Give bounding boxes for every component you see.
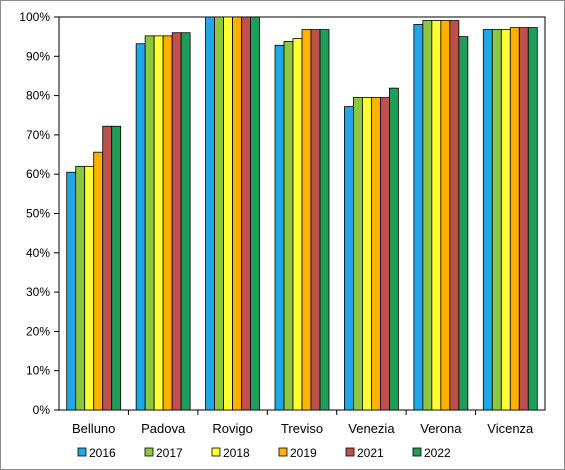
y-tick-label: 50% — [26, 207, 50, 221]
bar-belluno-2018 — [84, 165, 95, 411]
bar-belluno-2016 — [66, 171, 77, 411]
legend: 2016 2017 2018 2019 2021 2022 — [77, 446, 451, 460]
y-tick-label: 30% — [26, 285, 50, 299]
x-category-label: Belluno — [72, 421, 115, 436]
bar-belluno-2021 — [102, 125, 113, 411]
bar-vicenza-2016 — [482, 29, 493, 411]
x-axis: Belluno Padova Rovigo Treviso Venezia Verona V… — [72, 410, 534, 436]
bar-verona-2019 — [440, 20, 451, 411]
bar-venezia-2019 — [371, 97, 381, 411]
bar-padova-2019 — [162, 35, 173, 411]
bar-treviso-2018 — [292, 38, 303, 411]
legend-label-2017: 2017 — [156, 446, 183, 460]
y-tick-label: 80% — [26, 89, 50, 103]
x-category-label: Rovigo — [212, 421, 252, 436]
legend-label-2021: 2021 — [357, 446, 384, 460]
legend-label-2022: 2022 — [424, 446, 451, 460]
bar-rovigo-2017 — [214, 16, 224, 411]
y-tick-label: 90% — [26, 49, 50, 63]
y-tick-label: 20% — [26, 324, 50, 338]
y-tick-label: 100% — [19, 10, 50, 24]
x-category-label: Verona — [420, 421, 462, 436]
bar-vicenza-2019 — [509, 27, 520, 411]
bar-vicenza-2017 — [491, 29, 502, 411]
bar-treviso-2017 — [283, 40, 294, 411]
bar-treviso-2022 — [319, 29, 330, 411]
bar-venezia-2017 — [353, 97, 363, 411]
bar-treviso-2021 — [310, 29, 321, 411]
plot-area — [58, 16, 546, 411]
bar-verona-2017 — [422, 20, 433, 411]
bar-verona-2016 — [413, 24, 424, 411]
bar-vicenza-2022 — [527, 27, 538, 411]
y-axis: 0% 10% 20% 30% 40% 50% 60% 70% 80% 90% 100% — [19, 10, 59, 417]
bar-padova-2016 — [135, 43, 146, 411]
legend-swatch-2018 — [211, 447, 221, 457]
bar-venezia-2022 — [389, 87, 399, 411]
y-tick-label: 60% — [26, 167, 50, 181]
bar-treviso-2019 — [301, 29, 312, 411]
bar-rovigo-2016 — [205, 16, 215, 411]
bar-padova-2021 — [171, 32, 182, 411]
bar-verona-2022 — [458, 36, 469, 411]
bar-vicenza-2018 — [500, 29, 511, 411]
bar-vicenza-2021 — [518, 27, 529, 411]
x-category-label: Venezia — [348, 421, 395, 436]
bar-treviso-2016 — [274, 44, 285, 411]
y-tick-label: 10% — [26, 364, 50, 378]
bar-rovigo-2022 — [250, 16, 260, 411]
bar-venezia-2016 — [344, 106, 354, 411]
y-tick-label: 70% — [26, 128, 50, 142]
bar-belluno-2017 — [75, 165, 86, 411]
bar-verona-2021 — [449, 20, 460, 411]
bar-rovigo-2018 — [223, 16, 233, 411]
legend-swatch-2019 — [278, 447, 288, 457]
legend-label-2018: 2018 — [223, 446, 250, 460]
legend-swatch-2021 — [345, 447, 355, 457]
bar-rovigo-2021 — [241, 16, 251, 411]
legend-swatch-2016 — [77, 447, 87, 457]
y-tick-label: 0% — [33, 403, 51, 417]
legend-swatch-2022 — [412, 447, 422, 457]
legend-swatch-2017 — [144, 447, 154, 457]
x-category-label: Treviso — [281, 421, 323, 436]
bar-belluno-2019 — [93, 151, 104, 411]
bar-belluno-2022 — [111, 125, 122, 411]
x-category-label: Padova — [141, 421, 186, 436]
y-tick-label: 40% — [26, 246, 50, 260]
bar-rovigo-2019 — [232, 16, 242, 411]
bar-venezia-2021 — [380, 97, 390, 411]
bar-padova-2017 — [144, 35, 155, 411]
x-category-label: Vicenza — [487, 421, 534, 436]
legend-label-2016: 2016 — [89, 446, 116, 460]
bar-padova-2018 — [153, 35, 164, 411]
legend-label-2019: 2019 — [290, 446, 317, 460]
bar-venezia-2018 — [362, 97, 372, 411]
bar-verona-2018 — [431, 20, 442, 411]
bar-padova-2022 — [180, 32, 191, 411]
